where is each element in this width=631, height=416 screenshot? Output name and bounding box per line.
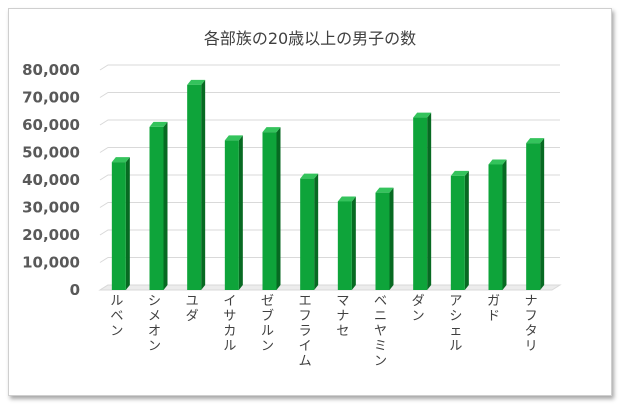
bar bbox=[375, 192, 390, 290]
bar-side bbox=[389, 187, 394, 290]
x-category-label: ユダ bbox=[186, 294, 199, 324]
bar bbox=[413, 117, 428, 290]
bar-side bbox=[351, 196, 356, 290]
bar-top bbox=[450, 170, 469, 176]
gridline bbox=[99, 229, 560, 236]
bar-top bbox=[300, 173, 319, 179]
gridline bbox=[99, 64, 560, 71]
bar-side bbox=[540, 138, 545, 290]
bar-top bbox=[262, 127, 281, 133]
y-tick-label: 50,000 bbox=[22, 144, 80, 162]
bar-top bbox=[224, 135, 243, 141]
bar-side bbox=[201, 79, 206, 290]
x-category-label: イサカル bbox=[223, 294, 236, 354]
bar-side bbox=[427, 112, 432, 290]
bar-side bbox=[464, 170, 469, 290]
bar bbox=[300, 178, 315, 290]
x-category-label: ベニヤミン bbox=[374, 294, 387, 369]
y-tick-label: 40,000 bbox=[22, 171, 80, 189]
bar-top bbox=[488, 159, 507, 165]
bar-top bbox=[187, 79, 206, 85]
chart-floor bbox=[98, 284, 562, 291]
y-tick-label: 10,000 bbox=[22, 254, 80, 272]
x-category-label: シメオン bbox=[148, 294, 161, 354]
gridline bbox=[99, 202, 560, 208]
bar bbox=[149, 126, 164, 290]
x-category-label: ガド bbox=[487, 294, 500, 324]
bar-top bbox=[111, 157, 130, 163]
gridline bbox=[99, 147, 560, 153]
bar bbox=[526, 143, 541, 290]
y-tick-label: 30,000 bbox=[22, 199, 80, 217]
bar-side bbox=[276, 127, 281, 291]
y-tick-label: 70,000 bbox=[22, 89, 80, 107]
bar-top bbox=[337, 196, 356, 202]
gridline bbox=[99, 119, 560, 126]
y-tick-label: 60,000 bbox=[22, 116, 80, 134]
bar-side bbox=[238, 135, 243, 290]
bar bbox=[488, 164, 503, 290]
bar-side bbox=[125, 157, 130, 290]
bar-side bbox=[163, 121, 168, 290]
x-category-label: アシェル bbox=[449, 294, 462, 354]
y-tick-label: 20,000 bbox=[22, 226, 80, 244]
x-category-label: マナセ bbox=[336, 294, 349, 339]
bar bbox=[450, 175, 465, 290]
bar bbox=[111, 162, 126, 290]
x-category-label: ゼブルン bbox=[261, 294, 274, 354]
y-tick-label: 0 bbox=[70, 281, 80, 299]
x-category-label: ルベン bbox=[110, 294, 123, 339]
bar bbox=[224, 140, 239, 290]
bar-top bbox=[375, 187, 394, 193]
x-category-label: ナフタリ bbox=[525, 294, 538, 354]
bar bbox=[262, 132, 277, 290]
chart-title: 各部族の20歳以上の男子の数 bbox=[203, 29, 417, 48]
bar-side bbox=[502, 159, 507, 290]
bar bbox=[187, 84, 202, 290]
bar bbox=[337, 201, 352, 290]
gridline bbox=[99, 257, 560, 263]
y-tick-label: 80,000 bbox=[22, 61, 80, 79]
bar-top bbox=[149, 121, 168, 127]
gridline bbox=[99, 174, 560, 181]
bar-top bbox=[413, 112, 432, 118]
x-category-label: ダン bbox=[412, 294, 425, 324]
bar-top bbox=[526, 138, 545, 144]
gridline bbox=[99, 92, 560, 98]
x-category-label: エフライム bbox=[299, 294, 312, 369]
bar-side bbox=[314, 173, 319, 290]
